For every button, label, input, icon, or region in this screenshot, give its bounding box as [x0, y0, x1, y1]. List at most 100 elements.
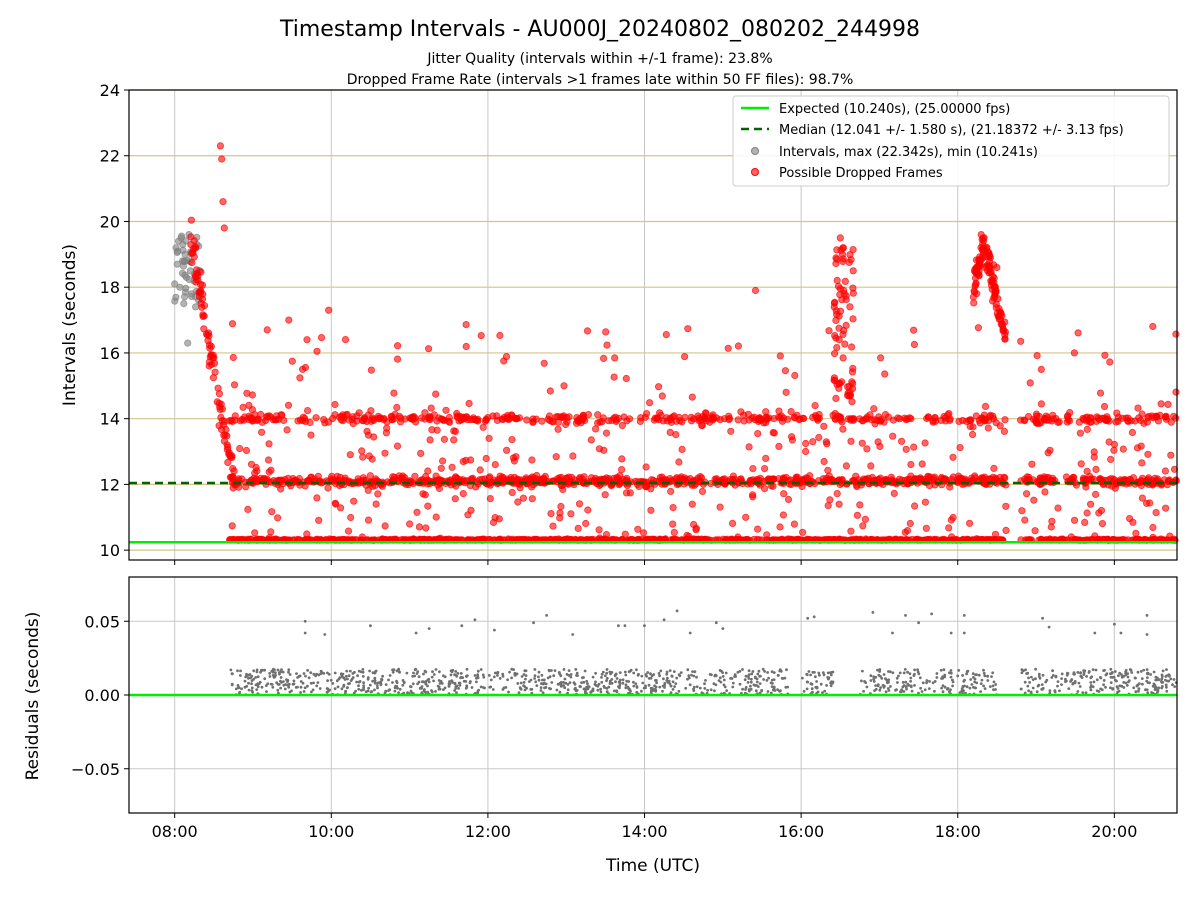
residual-point [414, 631, 418, 635]
residual-point [540, 673, 544, 677]
residual-point [962, 631, 966, 635]
dropped-point [424, 345, 433, 353]
dropped-point [192, 273, 200, 281]
dropped-point [841, 277, 849, 285]
residual-point [860, 679, 863, 683]
dropped-point [634, 525, 642, 533]
dropped-point [801, 447, 810, 456]
residual-point [709, 688, 713, 692]
residual-point [658, 685, 662, 689]
dropped-point [228, 522, 236, 530]
dropped-point [845, 258, 853, 266]
dropped-point [820, 457, 828, 466]
dropped-point [610, 414, 618, 422]
residual-point [1053, 689, 1057, 693]
residual-point [721, 675, 725, 678]
residual-point [605, 679, 608, 683]
interval-point [178, 269, 187, 277]
residual-point [287, 683, 290, 687]
residual-point [665, 670, 669, 674]
residual-point [1082, 673, 1086, 676]
top-scatter-points [129, 142, 1180, 544]
residual-point [271, 670, 275, 674]
residual-point [703, 682, 706, 686]
residual-point [299, 680, 303, 683]
dropped-point [313, 494, 321, 502]
residual-point [862, 689, 865, 693]
dropped-point [477, 331, 485, 340]
residual-point [585, 679, 589, 683]
residual-point [904, 685, 908, 688]
top-y-axis-label: Intervals (seconds) [60, 244, 80, 406]
dropped-point [841, 340, 849, 348]
residual-point [708, 673, 712, 676]
residual-point [605, 690, 609, 694]
residual-point [434, 668, 438, 671]
dropped-point [328, 414, 337, 423]
dropped-point [903, 415, 911, 423]
residual-point [297, 675, 301, 678]
residual-point [1161, 669, 1165, 673]
residual-point [933, 689, 936, 693]
residual-point [254, 676, 258, 679]
dropped-point [207, 360, 216, 369]
bottom-x-tick-label: 20:00 [1091, 822, 1137, 841]
dropped-point [690, 415, 698, 423]
residual-point [362, 684, 366, 687]
dropped-point [229, 464, 237, 473]
residual-point [552, 674, 556, 678]
dropped-point [1100, 402, 1109, 411]
dropped-point [610, 373, 618, 381]
residual-point [1119, 631, 1123, 635]
dropped-point [367, 407, 375, 415]
residual-point [615, 677, 619, 680]
residual-point [931, 681, 935, 685]
dropped-point [1167, 418, 1175, 426]
residual-point [434, 690, 437, 693]
residual-point [417, 675, 421, 679]
residual-point [347, 674, 351, 678]
residual-point [283, 687, 287, 691]
dropped-point [496, 331, 504, 340]
top-y-tick-label: 12 [100, 475, 120, 494]
residual-point [1141, 682, 1144, 686]
dropped-point [1161, 413, 1169, 421]
residual-point [741, 668, 744, 671]
dropped-point [491, 460, 499, 469]
dropped-point [594, 411, 602, 419]
dropped-point [265, 468, 273, 476]
dropped-point [432, 390, 440, 398]
dropped-point [846, 303, 854, 311]
dropped-point [698, 421, 706, 429]
residual-point [281, 670, 285, 674]
residual-point [994, 688, 997, 691]
residual-point [1079, 675, 1083, 678]
residual-point [1154, 678, 1158, 682]
dropped-point [257, 428, 266, 436]
residual-point [475, 676, 478, 680]
residual-point [1156, 676, 1159, 680]
residual-point [454, 687, 458, 690]
dropped-point [675, 458, 683, 466]
dropped-point [584, 506, 592, 514]
residual-point [1079, 671, 1082, 675]
dropped-point [465, 399, 473, 408]
dropped-point [970, 299, 978, 307]
residual-point [623, 624, 627, 628]
dropped-point [489, 518, 498, 527]
residual-point [319, 672, 323, 676]
residual-point [255, 670, 259, 674]
residual-point [810, 682, 814, 686]
dropped-point [815, 410, 823, 419]
residual-point [815, 680, 818, 683]
residual-point [603, 674, 607, 678]
dropped-point [353, 417, 361, 425]
residual-point [234, 687, 238, 691]
dropped-point [575, 500, 584, 508]
residual-point [523, 669, 527, 673]
residual-point [882, 673, 886, 676]
residual-point [957, 669, 961, 672]
residual-point [632, 684, 636, 688]
dropped-point [541, 472, 549, 480]
